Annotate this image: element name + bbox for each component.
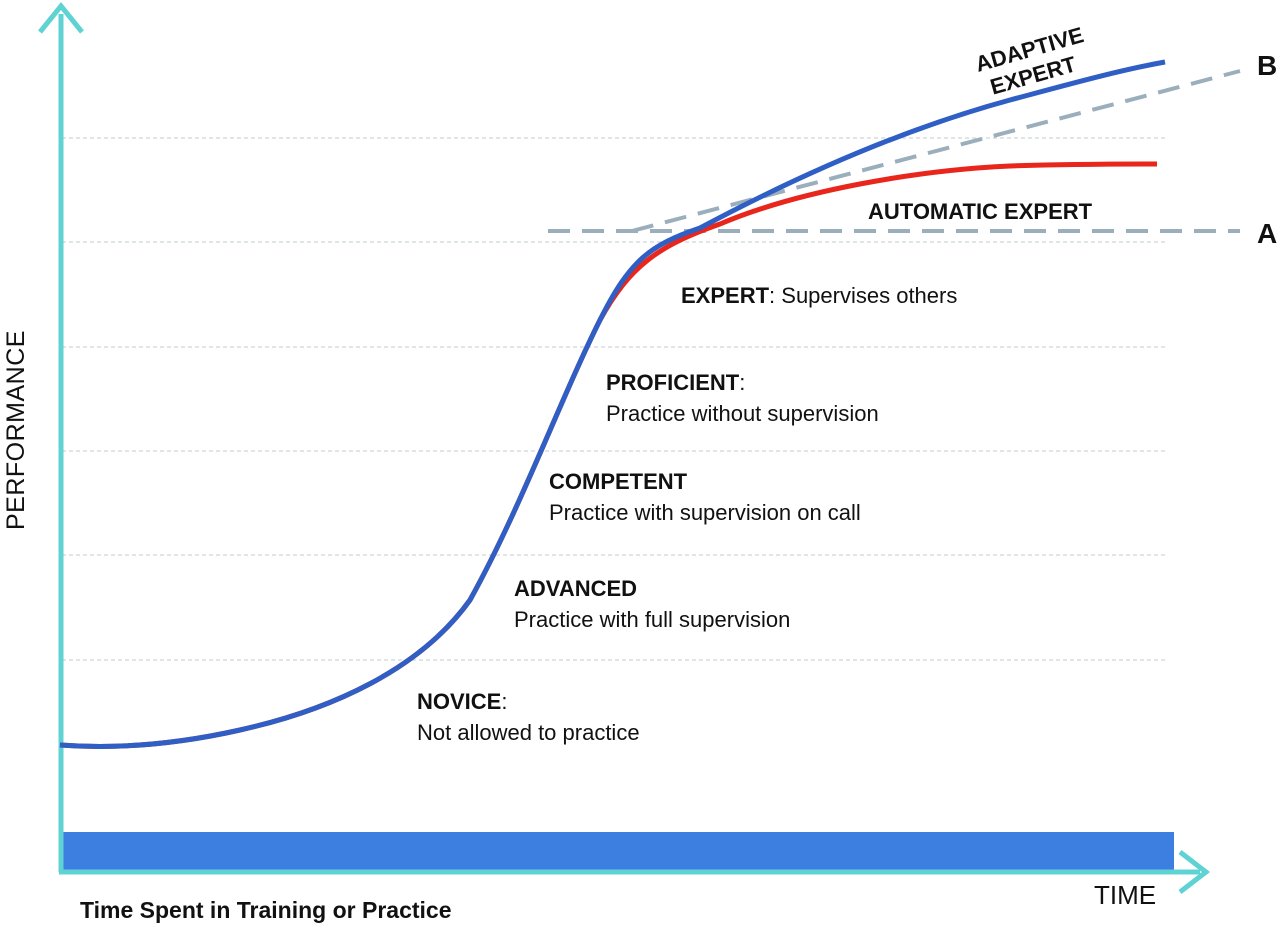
- x-axis-label: TIME: [1094, 880, 1157, 910]
- stage-title-suffix: :: [501, 689, 508, 714]
- stage-title: EXPERT: [681, 283, 770, 308]
- y-axis-label: PERFORMANCE: [2, 330, 30, 530]
- axes: [38, 2, 1211, 894]
- reference-label-a: A: [1257, 218, 1278, 249]
- automatic-expert-curve: [59, 161, 1158, 749]
- stage-description: Practice with supervision on call: [549, 500, 861, 525]
- stage-title: NOVICE: [417, 689, 502, 714]
- stage-description: Not allowed to practice: [417, 720, 640, 745]
- stage-expert: EXPERT: Supervises others: [681, 280, 957, 311]
- stage-title-suffix: :: [739, 370, 746, 395]
- stage-title: ADVANCED: [514, 576, 638, 601]
- stage-novice: NOVICE: Not allowed to practice: [417, 686, 640, 748]
- stage-proficient: PROFICIENT: Practice without supervision: [606, 367, 879, 429]
- stage-description: Practice with full supervision: [514, 607, 791, 632]
- caption: Time Spent in Training or Practice: [80, 897, 452, 923]
- y-axis-arrow: [38, 2, 84, 34]
- stage-title-suffix: :: [769, 283, 776, 308]
- time-bar: [62, 832, 1174, 872]
- stage-title: COMPETENT: [549, 469, 688, 494]
- x-axis-arrow: [1178, 850, 1211, 894]
- automatic-expert-label: AUTOMATIC EXPERT: [868, 199, 1093, 224]
- stage-title: PROFICIENT: [606, 370, 740, 395]
- reference-label-b: B: [1257, 50, 1278, 81]
- stage-competent: COMPETENT Practice with supervision on c…: [549, 466, 861, 528]
- adaptive-expert-label: ADAPTIVE EXPERT: [972, 22, 1086, 99]
- stage-description: Practice without supervision: [606, 401, 879, 426]
- reference-lines: [548, 69, 1241, 233]
- stage-description: Supervises others: [775, 283, 958, 308]
- adaptive-expert-curve: [59, 59, 1166, 749]
- stage-advanced: ADVANCED Practice with full supervision: [514, 573, 790, 635]
- reference-line-b: [631, 69, 1241, 233]
